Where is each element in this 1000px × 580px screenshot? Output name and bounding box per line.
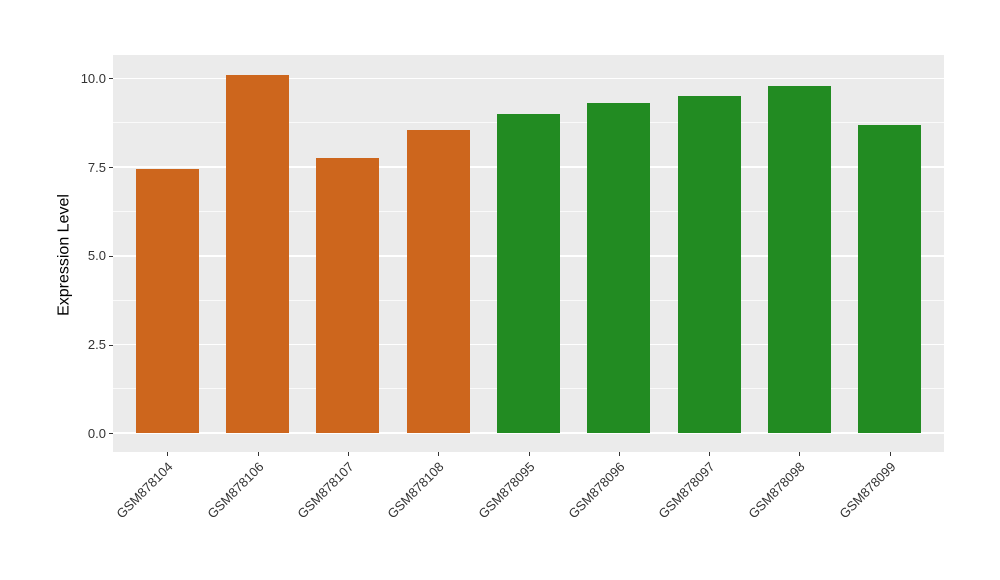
y-tick-label: 0.0: [87, 425, 106, 441]
x-tick-label: GSM878096: [565, 459, 628, 522]
x-tick-label: GSM878097: [655, 459, 718, 522]
y-axis-tick: [109, 255, 113, 257]
bar: [406, 129, 470, 434]
x-tick-label: GSM878095: [474, 459, 538, 522]
x-tick-label: GSM878108: [384, 459, 447, 522]
x-tick-label: GSM878098: [745, 459, 809, 522]
x-tick-label: GSM878099: [836, 459, 899, 522]
x-tick-label: GSM878106: [203, 459, 267, 522]
bar: [858, 124, 922, 434]
x-axis-tick: [438, 452, 440, 456]
x-axis-tick: [347, 452, 349, 456]
bar: [135, 168, 199, 434]
x-axis-tick: [257, 452, 259, 456]
y-axis-tick: [109, 344, 113, 346]
x-axis-tick: [799, 452, 801, 456]
y-axis-tick: [109, 433, 113, 435]
bar: [587, 103, 651, 434]
gridline-major: [113, 77, 944, 80]
y-tick-label: 2.5: [87, 337, 106, 352]
x-tick-label: GSM878104: [113, 459, 176, 522]
plot-panel: [113, 55, 944, 452]
x-tick-label: GSM878107: [294, 459, 357, 522]
bar: [316, 158, 380, 434]
bar: [677, 96, 741, 434]
bar: [767, 85, 832, 434]
y-tick-label: 5.0: [87, 248, 106, 264]
bar: [225, 74, 290, 434]
x-axis-tick: [618, 452, 620, 456]
x-axis-tick: [889, 452, 891, 456]
y-tick-label: 7.5: [87, 159, 106, 175]
gridline-major: [113, 432, 944, 434]
bar: [496, 113, 561, 434]
x-axis-tick: [709, 452, 711, 456]
y-axis-tick: [109, 78, 113, 80]
y-axis-tick: [109, 167, 113, 169]
x-axis-tick: [528, 452, 530, 456]
y-tick-label: 10.0: [80, 70, 106, 86]
x-axis-tick: [167, 452, 169, 456]
